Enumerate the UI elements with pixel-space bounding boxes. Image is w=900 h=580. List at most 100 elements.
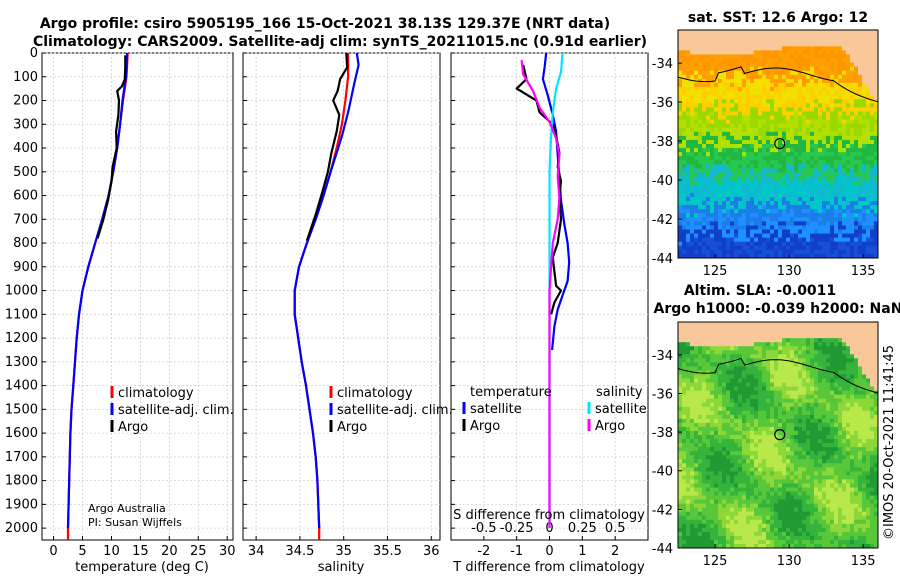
- map-cell: [714, 152, 719, 157]
- map-cell: [702, 471, 707, 476]
- map-cell: [678, 370, 683, 375]
- map-cell: [870, 418, 875, 424]
- map-cell: [702, 95, 707, 100]
- map-cell: [690, 115, 695, 120]
- map-cell: [690, 180, 695, 186]
- map-cell: [770, 334, 775, 339]
- map-cell: [742, 205, 747, 210]
- map-cell: [766, 111, 771, 116]
- map-cell: [742, 370, 747, 375]
- map-cell: [698, 66, 703, 72]
- map-cell: [858, 66, 863, 72]
- map-cell: [798, 168, 803, 173]
- map-cell: [778, 127, 783, 133]
- map-cell: [838, 435, 843, 440]
- map-cell: [754, 87, 759, 92]
- map-cell: [866, 184, 871, 190]
- map-cell: [858, 139, 863, 145]
- map-cell: [742, 135, 747, 141]
- map-cell: [738, 87, 743, 92]
- map-cell: [874, 334, 879, 339]
- map-cell: [818, 447, 823, 452]
- map-cell: [806, 382, 811, 387]
- map-cell: [750, 430, 755, 436]
- map-cell: [718, 406, 723, 412]
- map-cell: [778, 455, 783, 460]
- map-cell: [782, 205, 787, 210]
- map-cell: [826, 402, 831, 408]
- map-cell: [750, 471, 755, 476]
- map-cell: [722, 406, 727, 412]
- map-cell: [798, 196, 803, 202]
- map-cell: [822, 119, 827, 125]
- map-cell: [730, 30, 735, 35]
- map-cell: [690, 139, 695, 145]
- map-cell: [690, 127, 695, 133]
- map-y-tick-label: -40: [652, 174, 673, 189]
- map-cell: [870, 398, 875, 404]
- map-cell: [858, 213, 863, 218]
- map-cell: [722, 188, 727, 194]
- map-cell: [742, 115, 747, 120]
- map-cell: [774, 50, 779, 55]
- map-cell: [778, 156, 783, 161]
- map-cell: [730, 95, 735, 100]
- map-cell: [834, 334, 839, 339]
- map-cell: [770, 370, 775, 375]
- map-cell: [874, 418, 879, 424]
- map-cell: [774, 192, 779, 198]
- map-cell: [686, 196, 691, 202]
- map-cell: [858, 414, 863, 420]
- map-cell: [866, 459, 871, 464]
- map-cell: [858, 58, 863, 63]
- map-cell: [874, 209, 879, 214]
- map-cell: [842, 422, 847, 428]
- map-cell: [806, 229, 811, 234]
- map-cell: [746, 176, 751, 182]
- map-cell: [686, 382, 691, 387]
- map-cell: [870, 180, 875, 186]
- map-cell: [766, 463, 771, 468]
- map-cell: [818, 172, 823, 177]
- map-cell: [846, 217, 851, 222]
- map-cell: [678, 225, 683, 230]
- map-cell: [722, 160, 727, 165]
- map-cell: [718, 221, 723, 226]
- map-cell: [730, 358, 735, 363]
- sla-map-title2: Argo h1000: -0.039 h2000: NaN: [654, 301, 900, 317]
- map-cell: [786, 237, 791, 243]
- map-cell: [754, 70, 759, 76]
- map-cell: [766, 74, 771, 80]
- map-cell: [722, 459, 727, 464]
- map-cell: [822, 233, 827, 239]
- map-cell: [862, 253, 867, 259]
- map-cell: [802, 123, 807, 129]
- map-cell: [730, 362, 735, 367]
- map-cell: [862, 338, 867, 343]
- map-cell: [686, 188, 691, 194]
- map-cell: [678, 87, 683, 92]
- map-cell: [842, 394, 847, 400]
- map-cell: [754, 435, 759, 440]
- map-cell: [762, 334, 767, 339]
- map-cell: [814, 455, 819, 460]
- map-cell: [778, 91, 783, 96]
- map-cell: [738, 467, 743, 472]
- map-cell: [746, 66, 751, 72]
- map-cell: [686, 370, 691, 375]
- x-tick-label: 30: [219, 544, 236, 559]
- map-cell: [838, 229, 843, 234]
- map-cell: [806, 354, 811, 359]
- map-cell: [854, 54, 859, 59]
- map-cell: [726, 42, 731, 47]
- y-tick-label: 1500: [5, 402, 38, 417]
- map-cell: [866, 463, 871, 468]
- map-cell: [874, 66, 879, 72]
- map-cell: [854, 342, 859, 347]
- map-cell: [718, 455, 723, 460]
- map-cell: [750, 459, 755, 464]
- map-cell: [830, 338, 835, 343]
- s-tick-label: -0.25: [500, 521, 534, 536]
- map-cell: [770, 62, 775, 68]
- map-cell: [750, 354, 755, 359]
